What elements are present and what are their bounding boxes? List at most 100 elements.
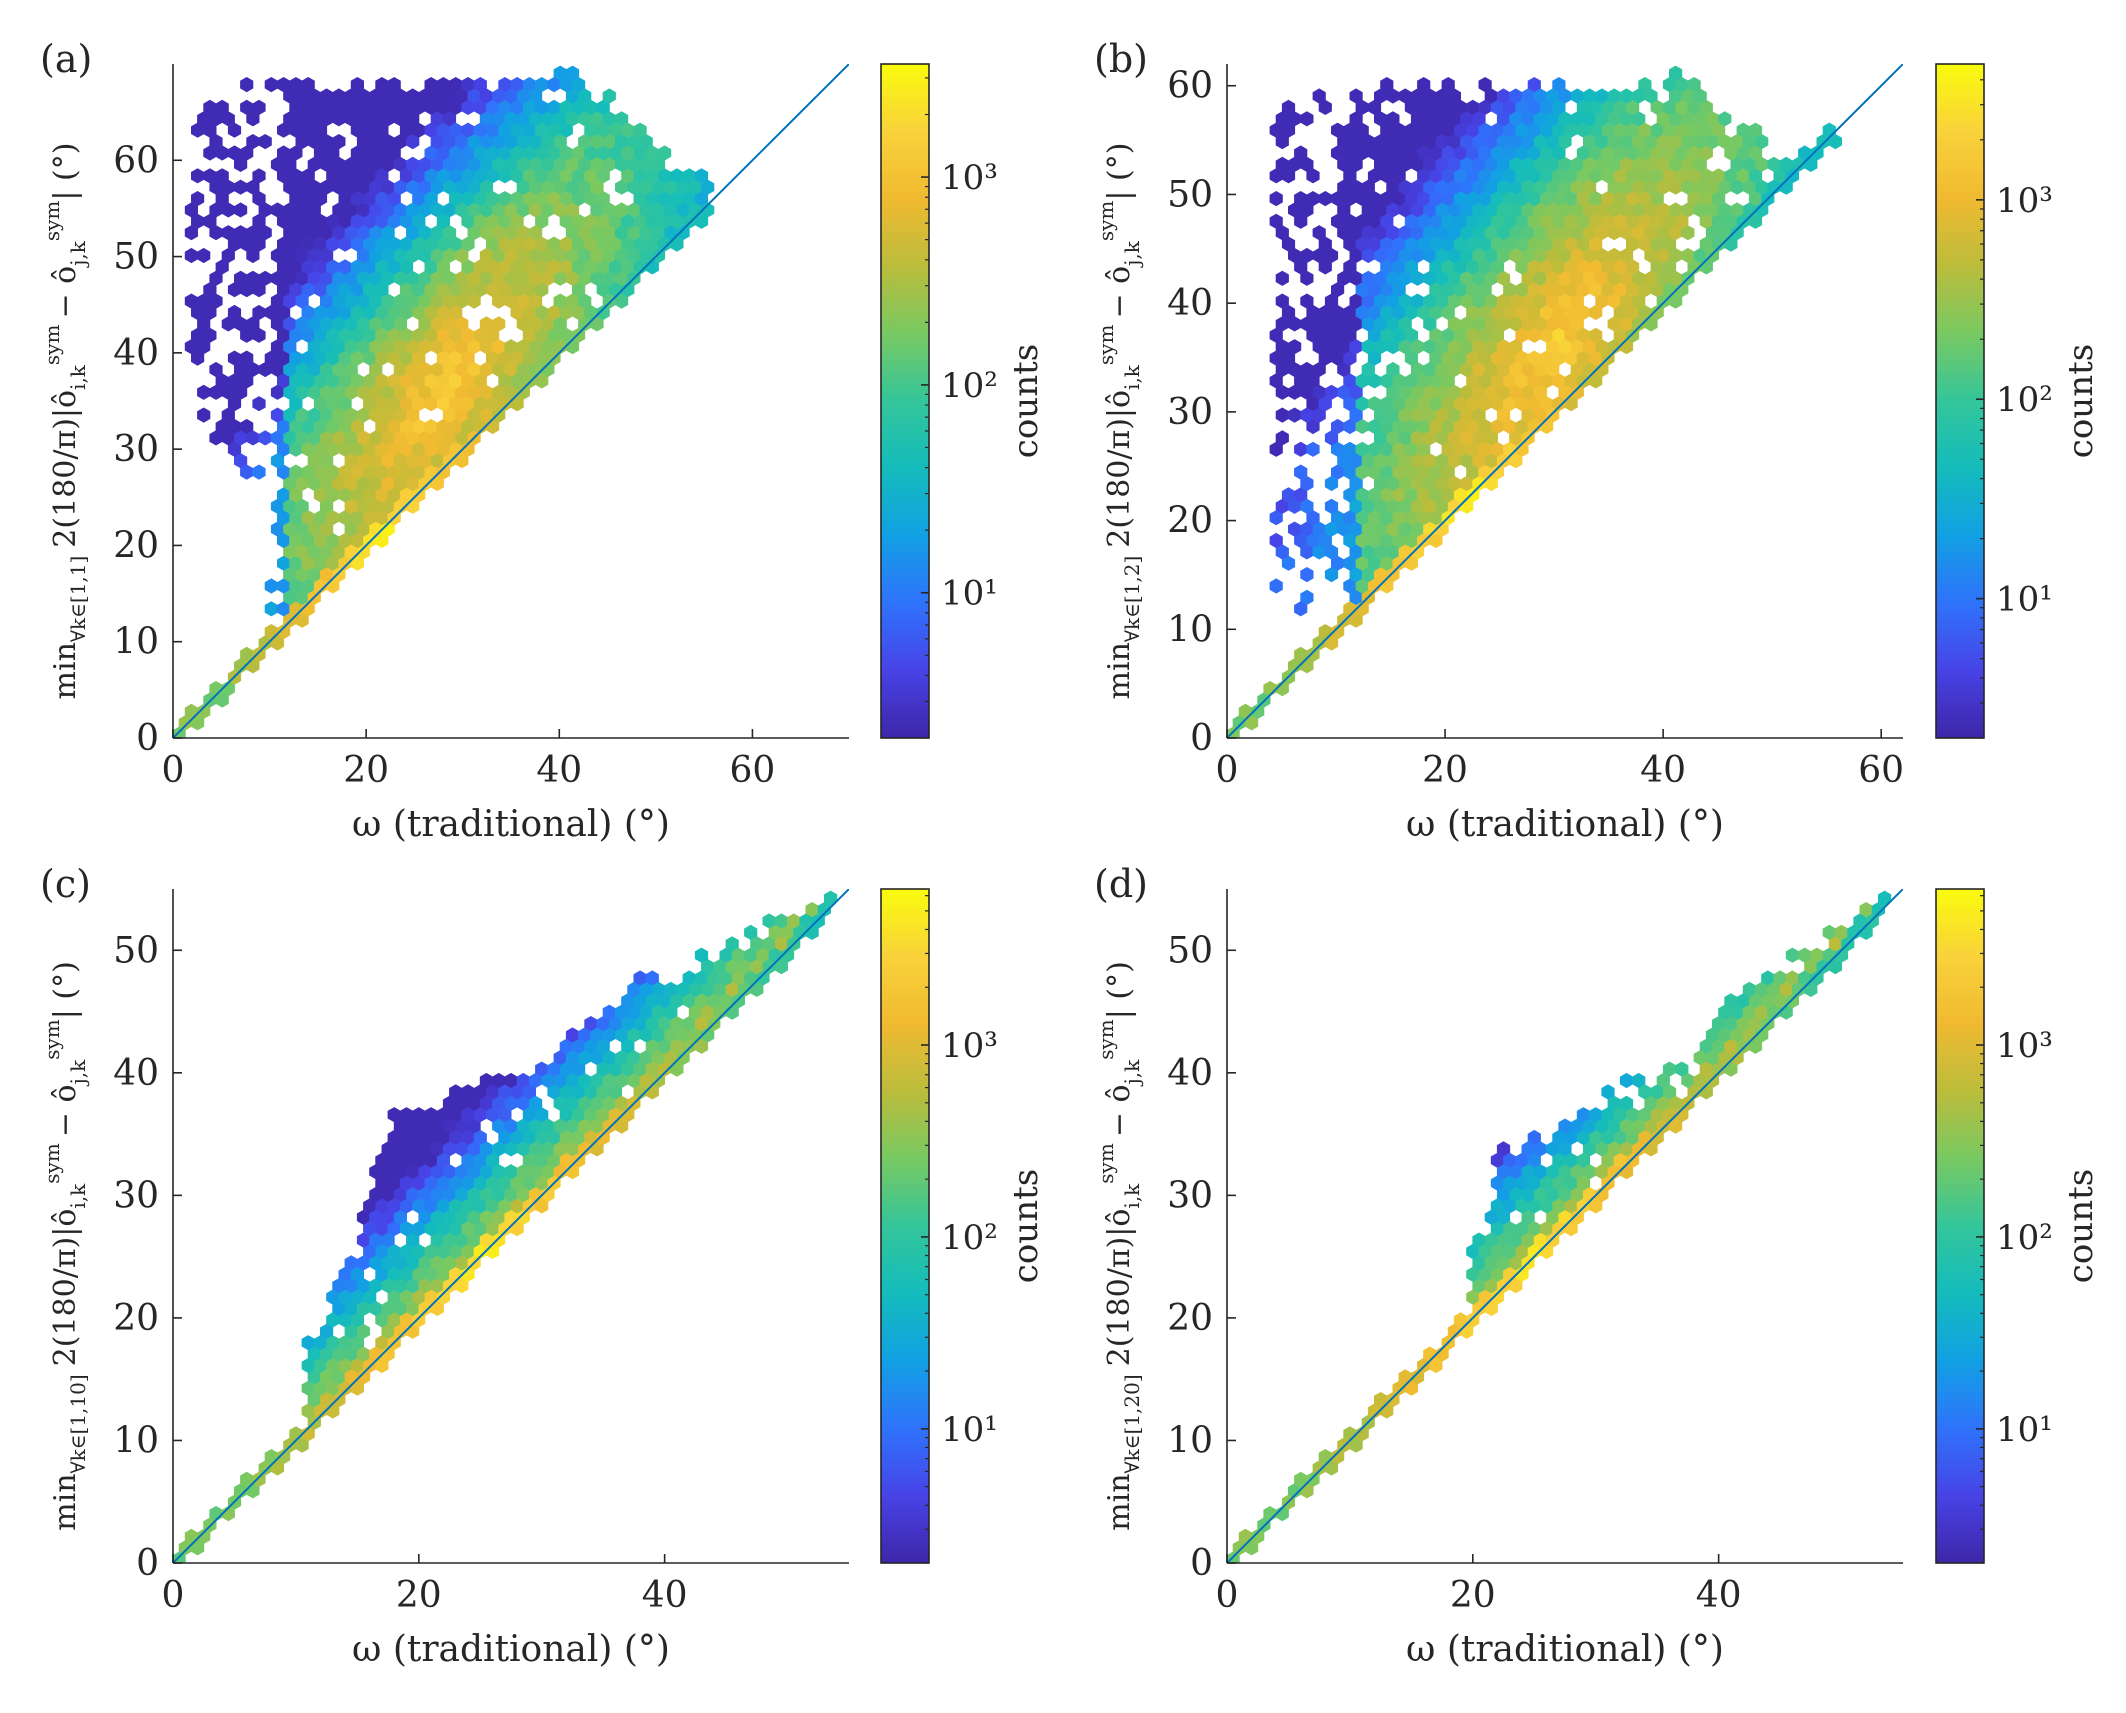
hex-bin <box>1441 418 1455 435</box>
y-tick-label: 30 <box>113 1175 159 1216</box>
hex-bin <box>449 1198 463 1214</box>
hex-bin <box>658 1038 672 1054</box>
hex-bin <box>1607 202 1621 218</box>
hex-bin <box>578 179 592 195</box>
hex-bin <box>295 475 309 492</box>
hex-bin <box>1533 1232 1547 1248</box>
hex-bin <box>1386 498 1400 514</box>
hex-bin <box>393 134 407 150</box>
hex-bin <box>535 236 549 252</box>
hex-bin <box>553 1141 567 1157</box>
hex-bin <box>1521 134 1535 150</box>
hex-bin <box>1423 339 1437 355</box>
hex-bin <box>1324 475 1339 492</box>
hex-bin <box>320 430 334 446</box>
hex-bin <box>301 441 315 457</box>
hex-bin <box>473 99 487 115</box>
hex-bin <box>258 225 272 241</box>
hex-bin <box>1466 350 1480 366</box>
hex-bin <box>1423 202 1437 218</box>
hex-bin <box>744 970 758 986</box>
hex-bin <box>375 350 389 366</box>
hex-bin <box>553 65 567 81</box>
hex-bin <box>1650 213 1664 229</box>
hex-bin <box>332 475 346 492</box>
x-axis-label: ω (traditional) (°) <box>1406 1629 1724 1670</box>
hex-bin <box>535 1198 549 1214</box>
hex-bin <box>1496 111 1511 127</box>
hex-bin <box>559 77 573 93</box>
hex-bin <box>344 270 358 286</box>
hex-bin <box>529 270 543 286</box>
hex-bin <box>1374 134 1388 150</box>
hex-bin <box>1583 270 1597 286</box>
hex-bin <box>1619 1141 1634 1157</box>
hex-bin <box>455 407 469 423</box>
hex-bin <box>627 225 641 241</box>
hex-bin <box>1453 168 1468 184</box>
hex-bin <box>1613 1129 1627 1146</box>
hex-bin <box>1404 396 1418 412</box>
hex-bin <box>1269 213 1283 229</box>
hex-bin <box>479 156 493 172</box>
hex-bin <box>479 134 493 150</box>
hex-bin <box>455 134 469 150</box>
hex-bin <box>1773 970 1787 986</box>
hex-bin <box>608 236 623 252</box>
hex-bin <box>719 970 733 986</box>
hex-bin <box>467 1186 481 1203</box>
hex-bin <box>596 1016 610 1032</box>
hex-bin <box>1669 179 1683 195</box>
hex-bin <box>442 384 457 400</box>
hex-bin <box>430 270 444 286</box>
hex-bin <box>1392 282 1406 298</box>
hex-bin <box>750 936 764 952</box>
hex-bin <box>1318 236 1332 252</box>
hex-bin <box>381 339 395 355</box>
hex-bin <box>615 202 629 218</box>
hex-bin <box>387 1289 401 1305</box>
hex-bin <box>1650 1084 1664 1100</box>
hex-bin <box>344 1278 358 1294</box>
reference-line <box>173 64 849 738</box>
hex-bin <box>1521 225 1535 241</box>
hex-bin <box>191 122 205 138</box>
hex-bin <box>529 293 543 309</box>
hex-bin <box>1521 1186 1535 1203</box>
hex-bin <box>1619 293 1634 309</box>
hex-bin <box>1730 1050 1744 1066</box>
hex-bin <box>393 111 407 127</box>
hex-bin <box>1288 202 1302 218</box>
hex-bin <box>277 510 291 526</box>
hex-bin <box>578 247 592 264</box>
hex-bin <box>535 282 549 298</box>
hex-bin <box>1656 1095 1670 1111</box>
colorbar-gradient <box>880 63 930 739</box>
hex-bin <box>1367 396 1382 412</box>
hex-bin <box>350 1266 364 1282</box>
hex-bin <box>578 134 592 150</box>
hex-bin <box>1693 134 1707 150</box>
hex-bin <box>406 270 420 286</box>
hex-bin <box>307 202 321 218</box>
hex-bin <box>1705 1050 1720 1066</box>
hex-bin <box>1281 168 1296 184</box>
hex-bin <box>369 475 383 492</box>
hex-bin <box>387 236 401 252</box>
hex-bin <box>1410 156 1425 172</box>
hex-bin <box>1435 134 1449 150</box>
hex-bin <box>215 418 229 435</box>
hex-bin <box>350 145 364 161</box>
hex-bin <box>393 1323 407 1339</box>
hex-bin <box>787 913 801 929</box>
hex-bin <box>608 145 623 161</box>
hex-bin <box>320 1323 334 1339</box>
hex-bin <box>1693 1050 1707 1066</box>
hex-bin <box>1521 316 1535 332</box>
hex-bin <box>301 1335 315 1351</box>
hex-bin <box>572 213 586 229</box>
hex-bin <box>664 981 678 997</box>
hex-bin <box>1736 993 1750 1009</box>
hex-bin <box>313 1403 328 1419</box>
hex-bin <box>498 168 512 184</box>
